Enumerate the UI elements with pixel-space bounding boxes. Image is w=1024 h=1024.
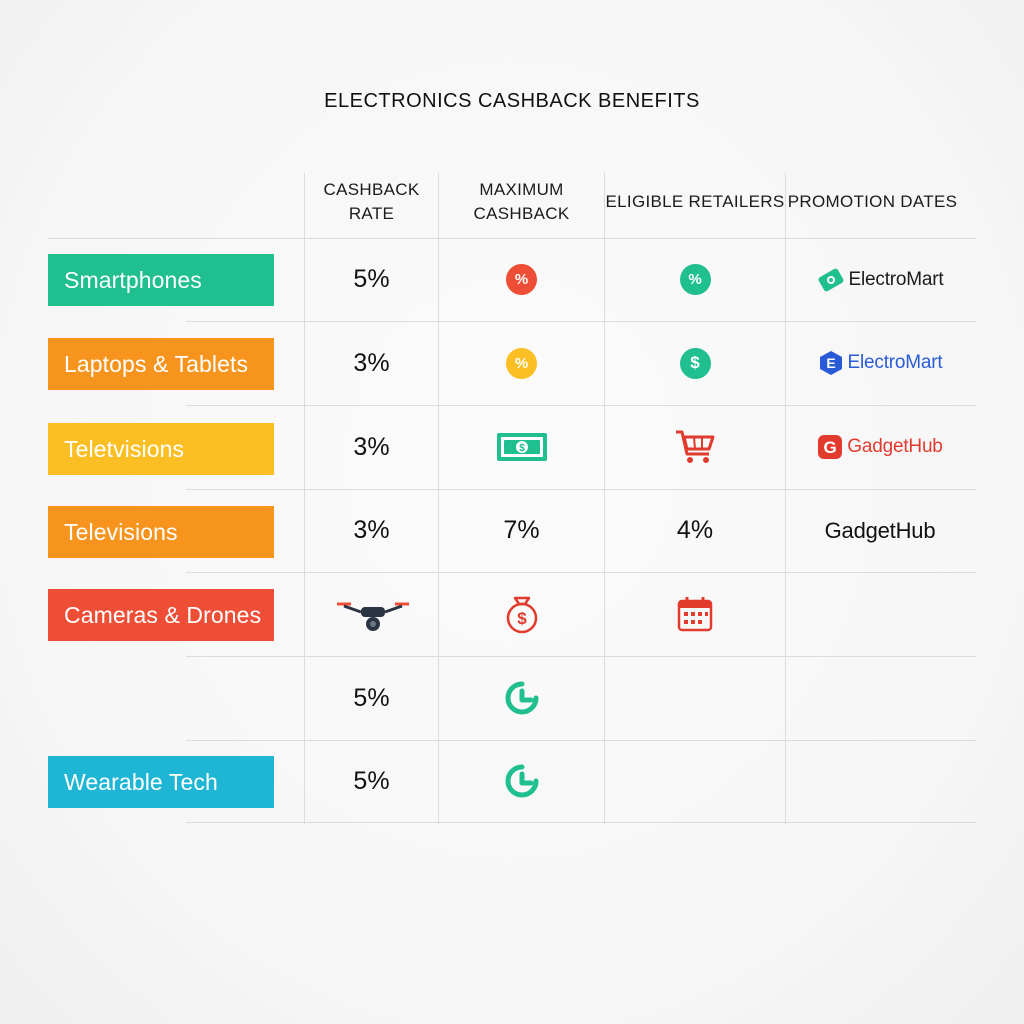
category-cameras-drones: Cameras & Drones <box>48 589 274 641</box>
clock-arc-icon <box>505 681 538 715</box>
category-smartphones: Smartphones <box>48 254 274 306</box>
grid-line <box>186 405 976 406</box>
category-teletvisions: Teletvisions <box>48 423 274 475</box>
header-eligible-retailers: ELIGIBLE RETAILERS <box>605 192 785 211</box>
drone-icon <box>337 602 409 631</box>
grid-line <box>785 173 786 824</box>
max-cashback-cell: $ <box>438 405 605 489</box>
svg-text:$: $ <box>517 609 527 628</box>
grid-line <box>438 173 439 824</box>
percent-icon: % <box>506 347 537 379</box>
eligible-retailers-cell <box>605 572 785 656</box>
cashback-rate-value: 3% <box>353 348 390 377</box>
max-cashback-cell <box>438 656 605 740</box>
grid-line <box>186 740 976 741</box>
clock-arc-icon <box>505 764 538 798</box>
svg-text:G: G <box>824 438 837 457</box>
retailer-name: GadgetHub <box>847 436 943 457</box>
eligible-retailers-cell <box>605 405 785 489</box>
money-bag-icon: $ <box>506 596 537 634</box>
max-cashback-cell: % <box>438 321 605 405</box>
grid-line <box>186 656 976 657</box>
retailer-gadgethub: G GadgetHub <box>785 405 975 489</box>
cashback-rate-value: 3% <box>353 516 390 544</box>
percent-icon: % <box>679 264 711 295</box>
eligible-retailers-cell: % <box>605 238 785 321</box>
retailer-electromart: E ElectroMart <box>785 321 975 405</box>
retailer-name: ElectroMart <box>848 268 944 290</box>
cashback-rate-value: 5% <box>353 265 390 293</box>
grid-line <box>186 822 976 823</box>
eligible-retailers-cell: $ <box>605 321 785 405</box>
retailer-electromart: ElectroMart <box>785 238 975 321</box>
cart-icon <box>676 430 715 463</box>
grid-line <box>186 572 976 573</box>
grid-line <box>186 489 976 490</box>
category-laptops-tablets: Laptops & Tablets <box>48 338 274 390</box>
svg-text:$: $ <box>519 443 525 454</box>
header-maximum-cashback: MAXIMUM CASHBACK <box>473 180 570 223</box>
cashback-rate-value: 5% <box>353 683 390 712</box>
eligible-retailers-value: 4% <box>676 516 714 544</box>
retailer-gadgethub: GadgetHub <box>824 517 936 543</box>
percent-icon: % <box>506 264 537 295</box>
cashback-rate-cell <box>305 572 438 656</box>
grid-line <box>304 173 305 824</box>
category-wearable-tech: Wearable Tech <box>48 756 274 808</box>
cashback-rate-value: 3% <box>353 432 390 461</box>
calendar-icon <box>677 597 713 632</box>
grid-line <box>186 321 976 322</box>
e-logo-icon: E <box>819 351 842 375</box>
retailer-name: ElectroMart <box>847 352 943 373</box>
header-promotion-dates: PROMOTION DATES <box>787 192 958 211</box>
header-cashback-rate: CASHBACK RATE <box>323 180 420 223</box>
g-logo-icon: G <box>818 435 843 459</box>
max-cashback-value: 7% <box>503 516 540 544</box>
max-cashback-cell: $ <box>438 572 605 656</box>
banknote-icon: $ <box>496 433 547 461</box>
cashback-rate-value: 5% <box>353 766 390 795</box>
max-cashback-cell: % <box>438 238 605 321</box>
max-cashback-cell <box>438 740 605 822</box>
dollar-icon: $ <box>679 347 711 379</box>
tag-icon <box>818 268 843 291</box>
svg-text:E: E <box>826 355 835 371</box>
category-televisions: Televisions <box>48 506 274 558</box>
page-title: ELECTRONICS CASHBACK BENEFITS <box>324 90 700 112</box>
grid-line <box>604 173 605 824</box>
grid-line <box>48 238 976 239</box>
